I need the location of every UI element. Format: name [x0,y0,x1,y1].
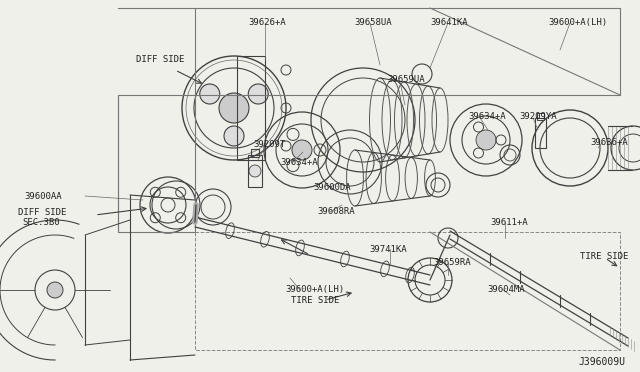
Text: 39741KA: 39741KA [369,245,406,254]
Text: 39634+A: 39634+A [468,112,506,121]
Bar [237,56,265,160]
Text: SEC.3B0: SEC.3B0 [22,218,60,227]
Bar [535,118,546,148]
Text: 39604MA: 39604MA [487,285,525,294]
Text: 39658UA: 39658UA [354,18,392,27]
Text: DIFF SIDE: DIFF SIDE [18,208,67,217]
Text: 39600+A(LH): 39600+A(LH) [548,18,607,27]
Text: 39209T: 39209T [253,140,285,149]
Text: 39600+A(LH): 39600+A(LH) [285,285,344,294]
Text: TIRE SIDE: TIRE SIDE [291,296,339,305]
Bar [251,149,259,157]
Text: J396009U: J396009U [578,357,625,367]
Text: 39636+A: 39636+A [590,138,628,147]
Circle shape [249,165,261,177]
Circle shape [200,84,220,104]
Text: 39600AA: 39600AA [24,192,61,201]
Circle shape [47,282,63,298]
Text: 39641KA: 39641KA [430,18,468,27]
Circle shape [248,84,268,104]
Bar [537,113,544,120]
Text: 39626+A: 39626+A [248,18,285,27]
Text: 39608RA: 39608RA [317,207,355,216]
Circle shape [292,140,312,160]
Circle shape [224,126,244,146]
Text: 39600DA: 39600DA [313,183,351,192]
Bar [248,155,262,187]
Text: TIRE SIDE: TIRE SIDE [580,252,628,261]
Circle shape [476,130,496,150]
Text: 39659RA: 39659RA [433,258,470,267]
Text: 39634+A: 39634+A [280,158,317,167]
Text: 39209YA: 39209YA [519,112,557,121]
Text: 39611+A: 39611+A [490,218,527,227]
Text: DIFF SIDE: DIFF SIDE [136,55,184,64]
Bar [195,232,620,350]
Text: 39659UA: 39659UA [387,75,424,84]
Circle shape [219,93,249,123]
